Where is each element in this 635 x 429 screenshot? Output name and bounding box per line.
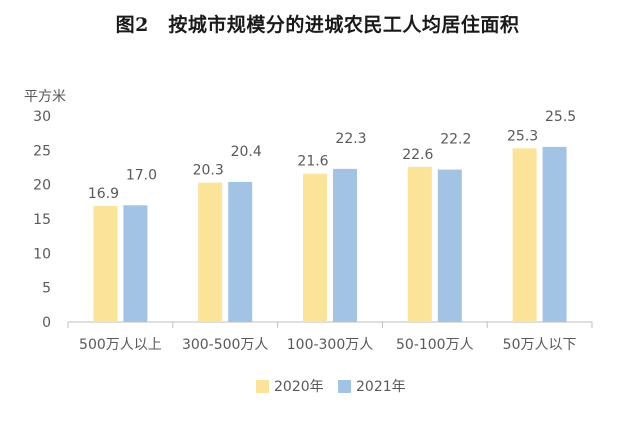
data-label: 22.6 [402,147,433,163]
y-axis: 0 5 10 15 20 25 30 [33,109,51,331]
chart-title: 图2 按城市规模分的进城农民工人均居住面积 [115,14,520,36]
bar-2021年-50万人以下 [542,146,567,322]
bar-2020年-50-100万人 [407,166,432,322]
y-tick-label: 15 [33,212,51,228]
bar-2021年-300-500万人 [228,181,253,322]
x-tick-label: 50万人以下 [503,337,577,353]
data-label: 20.4 [231,144,262,160]
bar-2020年-500万人以上 [93,205,118,322]
data-label: 16.9 [88,186,119,202]
y-tick-label: 10 [33,246,51,262]
legend: 2020年 2021年 [256,379,406,395]
data-label: 22.2 [440,132,471,148]
y-tick-label: 5 [42,281,51,297]
legend-swatch [338,380,351,393]
bars [93,146,567,322]
legend-swatch [256,380,269,393]
x-tick-label: 500万人以上 [79,337,162,353]
bar-2021年-100-300万人 [333,168,357,322]
y-tick-label: 20 [33,178,51,194]
legend-label: 2021年 [356,379,406,395]
data-label: 22.3 [335,131,366,147]
bar-2021年-50-100万人 [437,169,462,322]
data-label: 17.0 [126,167,157,183]
data-label: 25.5 [545,109,576,125]
bar-2020年-100-300万人 [303,173,327,322]
bar-2021年-500万人以上 [123,205,148,322]
data-label: 21.6 [297,154,328,170]
legend-label: 2020年 [274,379,324,395]
bar-2020年-50万人以下 [512,148,537,322]
x-tick-label: 50-100万人 [396,337,474,353]
y-tick-label: 30 [33,109,51,125]
y-tick-label: 25 [33,143,51,159]
data-label: 25.3 [507,128,538,144]
y-tick-label: 0 [42,315,51,331]
data-label: 20.3 [193,163,224,179]
bar-2020年-300-500万人 [198,182,223,322]
x-tick-label: 100-300万人 [287,337,374,353]
data-labels: 16.9 20.3 21.6 22.6 25.3 17.0 20.4 22.3 22.2 25.5 [88,109,576,202]
x-tick-label: 300-500万人 [182,337,269,353]
y-axis-label: 平方米 [24,89,66,105]
x-axis: 500万人以上 300-500万人 100-300万人 50-100万人 50万人以下 [67,321,593,353]
